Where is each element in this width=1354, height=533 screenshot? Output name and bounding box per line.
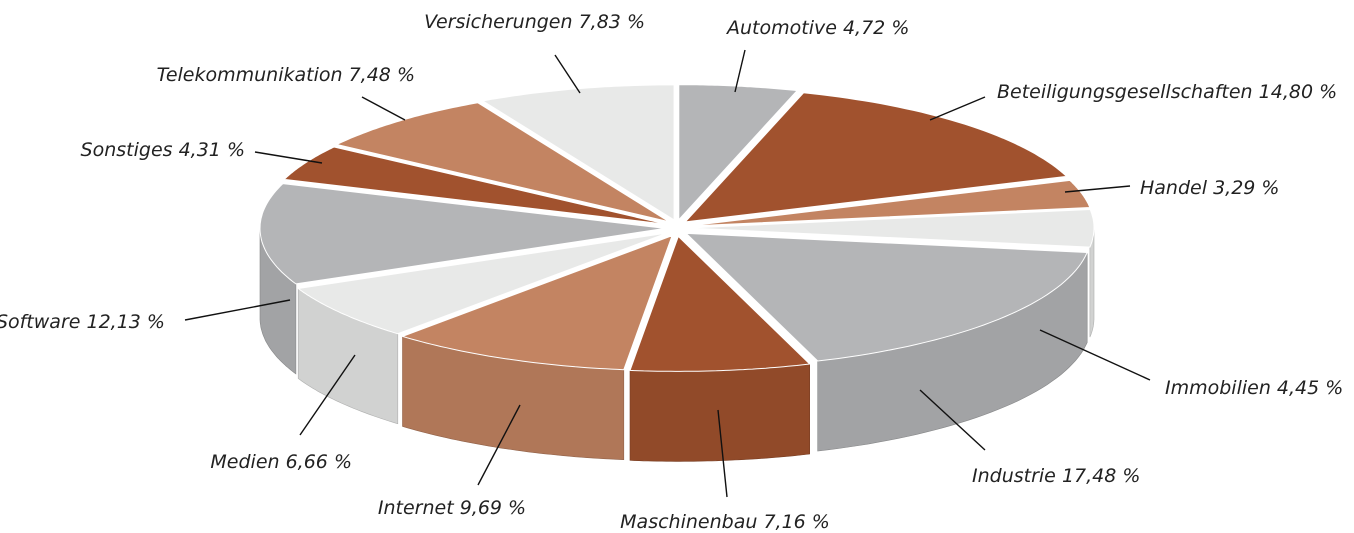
category-name: Telekommunikation xyxy=(157,64,343,86)
value-label: 12,13 % xyxy=(87,311,166,333)
leader-line xyxy=(361,96,406,121)
slice xyxy=(296,232,668,335)
slice-label: Handel 3,29 % xyxy=(1140,177,1279,199)
slice xyxy=(481,84,675,221)
leader-line xyxy=(717,409,728,498)
value-label: 7,83 % xyxy=(579,11,645,33)
leader-line xyxy=(919,389,986,451)
slice-label: Maschinenbau 7,16 % xyxy=(620,511,830,533)
leader-line xyxy=(254,151,323,164)
slice-side xyxy=(629,363,810,462)
slice-label: Sonstiges 4,31 % xyxy=(81,139,245,161)
value-label: 3,29 % xyxy=(1213,177,1279,199)
slice-label: Medien 6,66 % xyxy=(210,451,352,473)
category-name: Immobilien xyxy=(1165,377,1271,399)
category-name: Handel xyxy=(1140,177,1208,199)
leader-line xyxy=(734,49,746,93)
value-label: 4,72 % xyxy=(843,17,909,39)
slice xyxy=(678,84,799,221)
leader-line xyxy=(554,54,581,94)
category-name: Internet xyxy=(378,497,455,519)
slice xyxy=(283,146,667,225)
leader-line xyxy=(1039,329,1151,381)
slice xyxy=(688,208,1095,248)
slice xyxy=(400,234,673,371)
leader-line xyxy=(1064,185,1131,193)
slice-label: Software 12,13 % xyxy=(0,311,165,333)
slice-label: Immobilien 4,45 % xyxy=(1165,377,1343,399)
value-label: 7,16 % xyxy=(763,511,829,533)
slice-label: Telekommunikation 7,48 % xyxy=(157,64,415,86)
leader-line xyxy=(299,354,356,436)
slice xyxy=(684,92,1068,223)
slice xyxy=(688,179,1091,227)
slice-label: Versicherungen 7,83 % xyxy=(424,11,645,33)
value-label: 4,45 % xyxy=(1277,377,1343,399)
value-label: 9,69 % xyxy=(460,497,526,519)
value-label: 6,66 % xyxy=(286,451,352,473)
value-label: 7,48 % xyxy=(349,64,415,86)
value-label: 17,48 % xyxy=(1062,465,1141,487)
category-name: Software xyxy=(0,311,80,333)
slice-label: Automotive 4,72 % xyxy=(725,17,909,39)
leader-line xyxy=(929,96,986,121)
slice xyxy=(629,235,811,372)
slice-label: Industrie 17,48 % xyxy=(972,465,1140,487)
category-name: Beteiligungsgesellschaften xyxy=(997,81,1253,103)
slice-label: Internet 9,69 % xyxy=(378,497,526,519)
value-label: 4,31 % xyxy=(179,139,245,161)
category-name: Maschinenbau xyxy=(620,511,757,533)
slice xyxy=(335,102,670,223)
category-name: Automotive xyxy=(725,17,837,39)
leader-line xyxy=(477,404,521,486)
category-name: Medien xyxy=(210,451,279,473)
value-label: 14,80 % xyxy=(1259,81,1338,103)
category-name: Industrie xyxy=(972,465,1056,487)
slice xyxy=(259,183,666,285)
category-name: Versicherungen xyxy=(424,11,572,33)
leader-line xyxy=(184,299,291,321)
category-name: Sonstiges xyxy=(81,139,173,161)
slice xyxy=(684,232,1088,362)
slice-label: Beteiligungsgesellschaften 14,80 % xyxy=(997,81,1337,103)
